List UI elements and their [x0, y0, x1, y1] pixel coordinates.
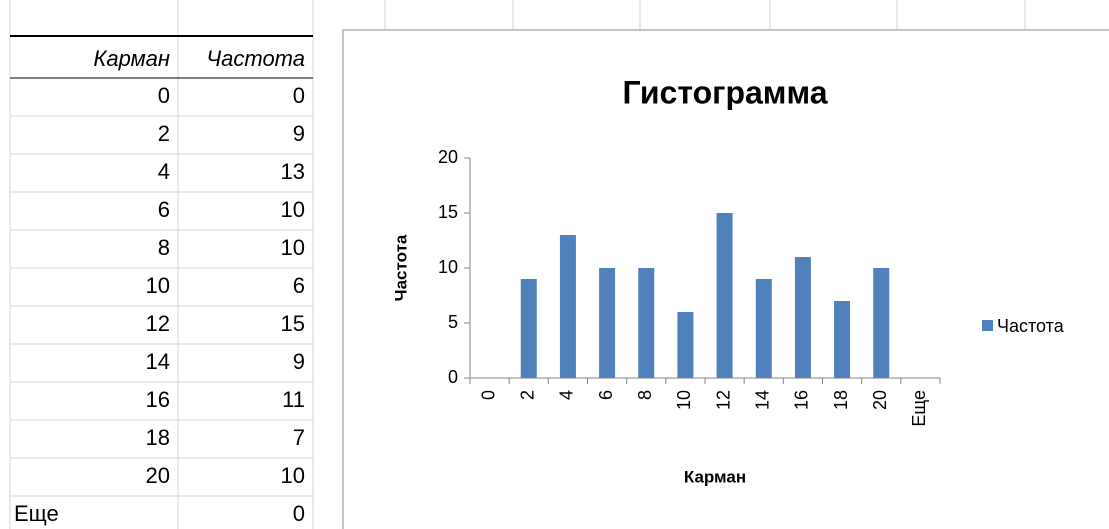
- legend-label: Частота: [997, 316, 1065, 336]
- cell-text: 0: [158, 83, 170, 108]
- bar: [794, 257, 811, 378]
- cell-text: 0: [293, 83, 305, 108]
- cell-text: 12: [146, 311, 170, 336]
- cell-text: 14: [146, 349, 170, 374]
- cell-text: 10: [281, 463, 305, 488]
- x-tick-label: 2: [518, 390, 538, 400]
- bar: [559, 235, 576, 378]
- cell-text: 18: [146, 425, 170, 450]
- x-tick-label: 10: [674, 390, 694, 410]
- x-tick-label: 6: [596, 390, 616, 400]
- y-axis-label: Частота: [391, 234, 410, 301]
- x-axis-label: Карман: [684, 467, 746, 486]
- bar: [599, 268, 616, 378]
- cell-text: Еще: [14, 501, 59, 526]
- bar: [638, 268, 655, 378]
- bar: [677, 312, 694, 378]
- cell-text: 15: [281, 311, 305, 336]
- x-tick-label: 20: [870, 390, 890, 410]
- bar: [755, 279, 772, 378]
- cell-text: 8: [158, 235, 170, 260]
- cell-text: 10: [281, 197, 305, 222]
- cell-text: 6: [293, 273, 305, 298]
- x-tick-label: 12: [713, 390, 733, 410]
- cell-text: 9: [293, 349, 305, 374]
- cell-text: 10: [146, 273, 170, 298]
- cell-text: 13: [281, 159, 305, 184]
- x-tick-label: 16: [792, 390, 812, 410]
- bar: [834, 301, 851, 378]
- sheet-grid: [9, 0, 1026, 529]
- x-tick-label: Еще: [909, 390, 929, 427]
- y-tick-label: 5: [448, 312, 458, 332]
- x-tick-label: 0: [478, 390, 498, 400]
- cell-text: 9: [293, 121, 305, 146]
- cell-text: 6: [158, 197, 170, 222]
- cell-text: 0: [293, 501, 305, 526]
- bar: [520, 279, 537, 378]
- cell-text: 16: [146, 387, 170, 412]
- cell-text: 7: [293, 425, 305, 450]
- cell-text: 10: [281, 235, 305, 260]
- cell-text: 4: [158, 159, 170, 184]
- chart-title: Гистограмма: [623, 74, 828, 110]
- y-tick-label: 10: [438, 257, 458, 277]
- column-header: Карман: [93, 46, 170, 71]
- chart-frame: [342, 29, 1109, 529]
- x-tick-label: 4: [557, 390, 577, 400]
- x-tick-label: 8: [635, 390, 655, 400]
- cell-text: 2: [158, 121, 170, 146]
- y-tick-label: 0: [448, 367, 458, 387]
- bar: [873, 268, 890, 378]
- bar: [716, 213, 733, 378]
- legend-swatch: [982, 320, 993, 331]
- y-tick-label: 20: [438, 147, 458, 167]
- cell-text: 20: [146, 463, 170, 488]
- column-header: Частота: [206, 46, 305, 71]
- x-tick-label: 18: [831, 390, 851, 410]
- x-tick-label: 14: [753, 390, 773, 410]
- cell-text: 11: [282, 387, 305, 412]
- y-tick-label: 15: [438, 202, 458, 222]
